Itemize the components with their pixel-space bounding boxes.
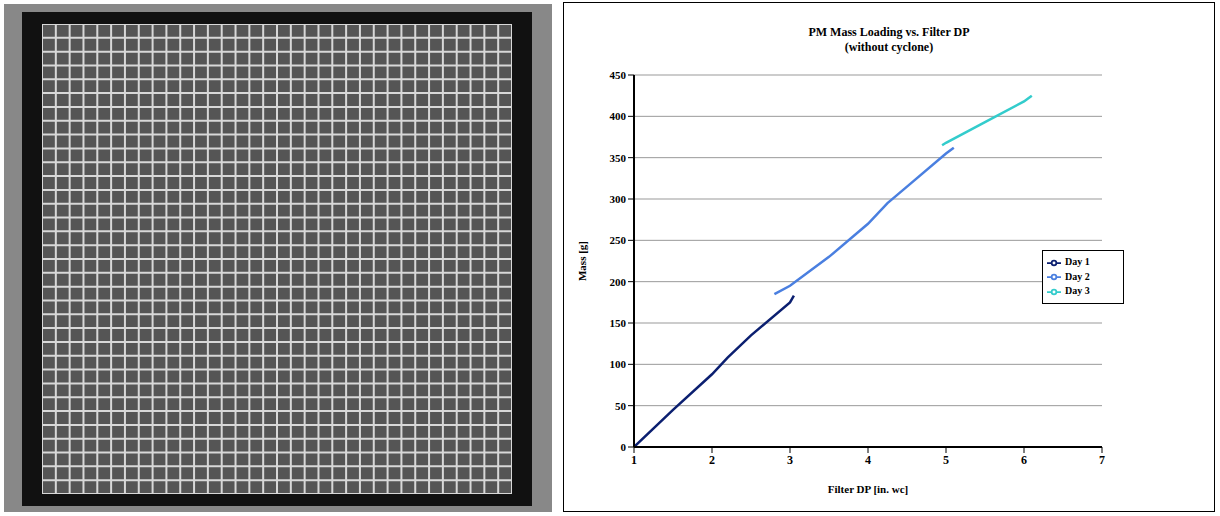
html-text:Day 2: Day 2: [1065, 270, 1090, 282]
svg-text:Filter DP [in. wc]: Filter DP [in. wc]: [828, 483, 908, 495]
svg-text:4: 4: [865, 453, 871, 467]
svg-text:7: 7: [1099, 453, 1105, 467]
svg-text:5: 5: [943, 453, 949, 467]
html-text:PM Mass Loading vs. Filter DP: PM Mass Loading vs. Filter DP: [808, 25, 970, 39]
svg-text:6: 6: [1021, 453, 1027, 467]
svg-text:300: 300: [610, 193, 627, 205]
svg-text:450: 450: [610, 69, 627, 81]
svg-text:250: 250: [610, 234, 627, 246]
svg-text:3: 3: [787, 453, 793, 467]
svg-text:Mass [g]: Mass [g]: [576, 241, 588, 281]
svg-text:350: 350: [610, 152, 627, 164]
html-text:Day 1: Day 1: [1065, 256, 1090, 267]
svg-text:400: 400: [610, 110, 627, 122]
html-text:Day 3: Day 3: [1065, 285, 1090, 297]
svg-text:100: 100: [610, 358, 627, 370]
svg-text:150: 150: [610, 317, 627, 329]
svg-text:0: 0: [621, 441, 627, 453]
html-text:(without cyclone): (without cyclone): [844, 40, 934, 54]
svg-text:2: 2: [709, 453, 715, 467]
svg-text:200: 200: [610, 276, 627, 288]
svg-text:1: 1: [631, 453, 637, 467]
svg-text:50: 50: [615, 400, 627, 412]
